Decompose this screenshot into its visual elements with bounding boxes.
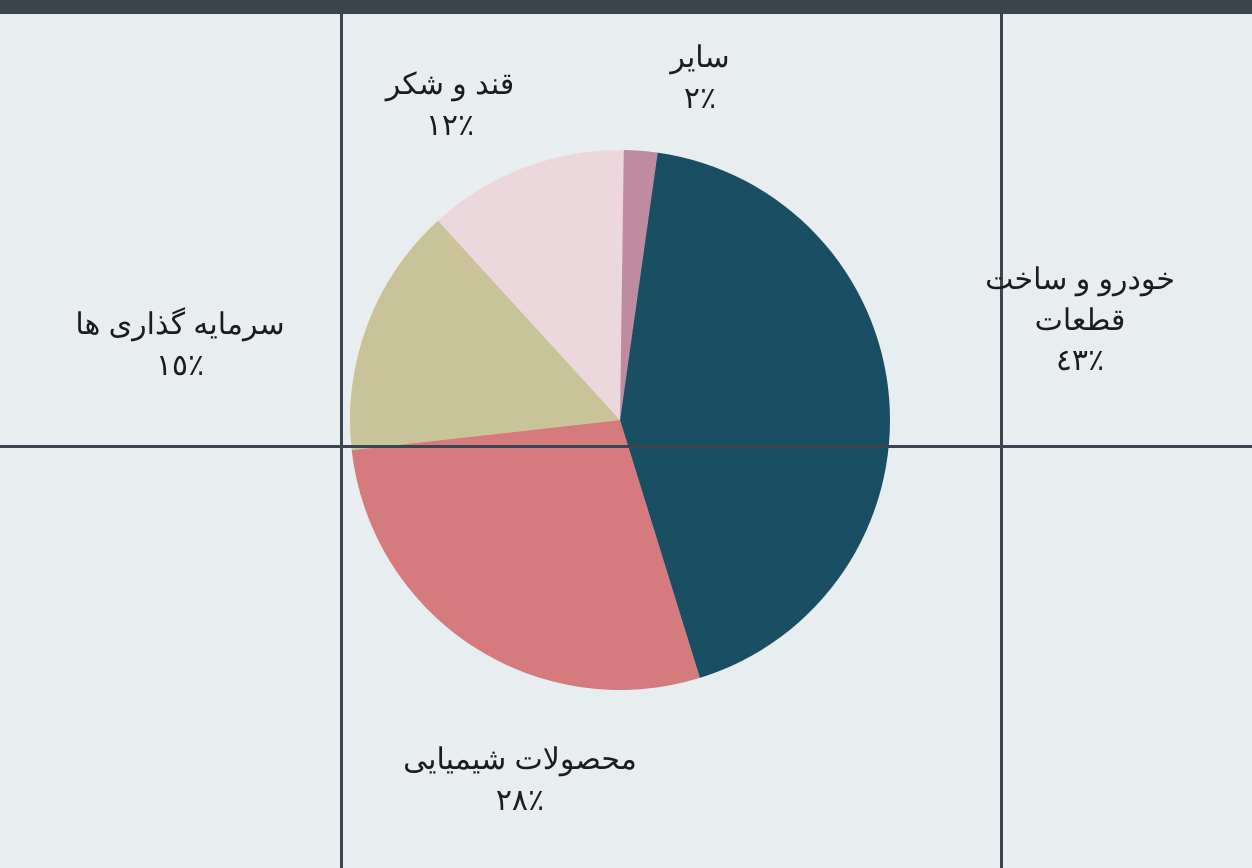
pie-chart-container: خودرو و ساخت قطعات ٪٤٣ محصولات شیمیایی ٪… [0,0,1252,868]
slice-label-auto-parts: خودرو و ساخت قطعات ٪٤٣ [950,260,1210,382]
label-text: خودرو و ساخت [950,260,1210,301]
pie-chart [0,0,1252,868]
grid-line-vertical [1000,0,1003,868]
label-text: سرمایه گذاری ها [30,305,330,346]
label-text: قطعات [950,301,1210,342]
slice-label-other: سایر ٪٢ [620,38,780,119]
slice-label-chemicals: محصولات شیمیایی ٪٢٨ [340,740,700,821]
label-percent: ٪٢٨ [340,781,700,822]
label-percent: ٪١٥ [30,346,330,387]
label-text: محصولات شیمیایی [340,740,700,781]
grid-line-horizontal [0,445,1252,448]
top-border [0,0,1252,14]
label-percent: ٪٢ [620,79,780,120]
label-percent: ٪٤٣ [950,341,1210,382]
label-percent: ٪١٢ [320,106,580,147]
label-text: سایر [620,38,780,79]
slice-label-investments: سرمایه گذاری ها ٪١٥ [30,305,330,386]
label-text: قند و شکر [320,65,580,106]
slice-label-sugar: قند و شکر ٪١٢ [320,65,580,146]
